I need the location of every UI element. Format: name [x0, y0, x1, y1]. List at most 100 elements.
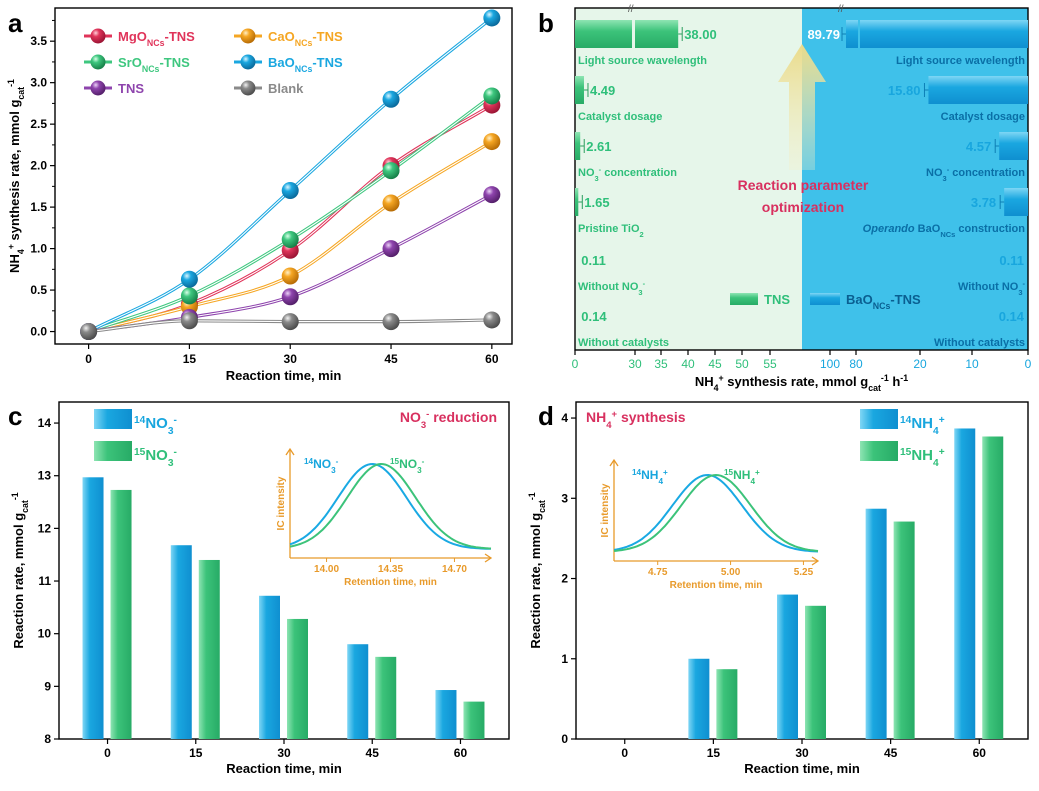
data-point-blank — [483, 311, 501, 329]
tns-bar — [575, 76, 584, 104]
legend-swatch-15 — [860, 441, 898, 461]
data-point-sro — [382, 162, 400, 180]
bar-15 — [805, 605, 826, 739]
bar-14 — [82, 477, 104, 739]
data-point-blank — [382, 313, 400, 331]
inset-x-tick-label: 5.25 — [794, 567, 814, 578]
annotation-line2: optimization — [762, 199, 844, 215]
bao-row-label: Light source wavelength — [896, 55, 1025, 67]
x-tick-label: 15 — [189, 746, 203, 760]
inset-label-14: 14NH4+ — [632, 468, 668, 486]
bar-15 — [982, 436, 1004, 739]
y-tick-label: 12 — [38, 521, 52, 535]
y-tick-label: 2.5 — [30, 117, 47, 131]
panel-title: NO3- reduction — [400, 409, 497, 431]
inset-y-label: IC intensity — [276, 476, 287, 530]
inset-x-arrow — [484, 553, 493, 563]
x-tick-label-tns: 30 — [628, 357, 642, 371]
bar-15 — [716, 669, 738, 739]
panel-a-line-chart: 0 15 30 45 60 0.0 0.5 1.0 1.5 2.0 2.5 3.0 3.5 Reactio… — [6, 7, 513, 383]
bao-row-label: Catalyst dosage — [941, 111, 1025, 123]
x-tick-label-tns: 50 — [735, 357, 749, 371]
bao-bar — [928, 76, 1028, 104]
x-axis-label: NH4+ synthesis rate, mmol gcat-1 h-1 — [695, 373, 908, 393]
y-tick-label: 0.0 — [30, 325, 47, 339]
y-tick-label: 4 — [561, 411, 568, 425]
bar-14 — [865, 508, 887, 739]
x-tick-label-tns: 55 — [763, 357, 777, 371]
y-tick-label: 2 — [561, 572, 568, 586]
bar-14 — [435, 690, 457, 739]
inset-y-arrow — [609, 458, 619, 467]
y-tick-label: 1 — [561, 652, 568, 666]
y-tick-label: 11 — [38, 574, 51, 588]
tns-row-label: NO3- concentration — [578, 165, 677, 183]
bar-15 — [463, 701, 485, 739]
inset-y-arrow — [285, 447, 295, 456]
tns-bar — [575, 132, 581, 160]
x-tick-label: 30 — [277, 746, 291, 760]
x-axis-label: Reaction time, min — [744, 761, 860, 776]
tns-background — [575, 8, 802, 350]
x-tick-label: 60 — [485, 352, 499, 366]
plot-frame — [54, 7, 513, 345]
x-tick-label-tns: 35 — [654, 357, 668, 371]
data-point-bao — [180, 270, 198, 288]
legend-label-15: 15NO3- — [134, 447, 177, 469]
legend-marker-mgo — [90, 28, 106, 44]
x-tick-label: 15 — [707, 746, 721, 760]
legend-label-mgo: MgONCs-TNS — [118, 29, 195, 48]
inset-label-14: 14NO3- — [304, 457, 339, 475]
bao-value-label: 3.78 — [971, 195, 996, 210]
panel-letter-a: a — [8, 8, 23, 38]
bao-value-label: 89.79 — [807, 27, 840, 42]
legend-marker-bao — [240, 54, 256, 70]
tns-bar — [575, 20, 632, 48]
y-tick-label: 1.0 — [30, 242, 47, 256]
tns-row-label: Catalyst dosage — [578, 111, 662, 123]
tns-value-label: 2.61 — [586, 139, 611, 154]
x-tick-label: 15 — [183, 352, 197, 366]
y-tick-label: 2.0 — [30, 159, 47, 173]
legend-label-14: 14NO3- — [134, 415, 177, 437]
tns-value-label: 1.65 — [584, 195, 609, 210]
plot-frame — [574, 7, 1029, 351]
y-axis-label: Reaction rate, mmol gcat-1 — [10, 492, 30, 648]
data-point-cao — [281, 267, 299, 285]
legend-marker-cao — [240, 28, 256, 44]
legend-label-blank: Blank — [268, 81, 304, 96]
panel-d-bar-chart: 0 15 30 45 60 0 1 2 3 4 Reaction time, min Reaction… — [527, 401, 1029, 776]
inset-y-label: IC intensity — [600, 483, 611, 537]
panel-letter-d: d — [538, 401, 554, 431]
axis-break-mark: // — [838, 4, 844, 15]
bar-15 — [110, 489, 132, 739]
bar-15 — [287, 618, 308, 739]
inset-label-15: 15NH4+ — [724, 468, 760, 486]
data-point-sro — [483, 87, 501, 105]
bao-bar — [999, 132, 1028, 160]
x-tick-label: 45 — [384, 352, 398, 366]
legend-swatch-bao — [810, 293, 840, 305]
legend-label-sro: SrONCs-TNS — [118, 55, 190, 74]
y-tick-label: 8 — [44, 732, 51, 746]
legend-label-bao: BaONCs-TNS — [846, 292, 921, 311]
legend-swatch-15 — [94, 441, 132, 461]
tns-bar — [575, 188, 579, 216]
x-tick-label: 45 — [884, 746, 898, 760]
data-point-tns — [483, 186, 501, 204]
y-tick-label: 1.5 — [30, 200, 47, 214]
tns-value-label: 38.00 — [684, 27, 717, 42]
tns-row-label: Light source wavelength — [578, 55, 707, 67]
bar-15 — [375, 656, 397, 739]
panel-letter-c: c — [8, 401, 22, 431]
tns-value-label: 4.49 — [590, 83, 615, 98]
bar-14 — [347, 644, 369, 739]
inset-x-arrow — [811, 556, 820, 566]
tns-row-label: Pristine TiO2 — [578, 223, 644, 239]
inset-peak-14 — [613, 473, 819, 553]
panel-letter-b: b — [538, 8, 554, 38]
bao-row-label: Without NO3- — [958, 279, 1026, 297]
bao-row-label: Without catalysts — [934, 337, 1025, 349]
